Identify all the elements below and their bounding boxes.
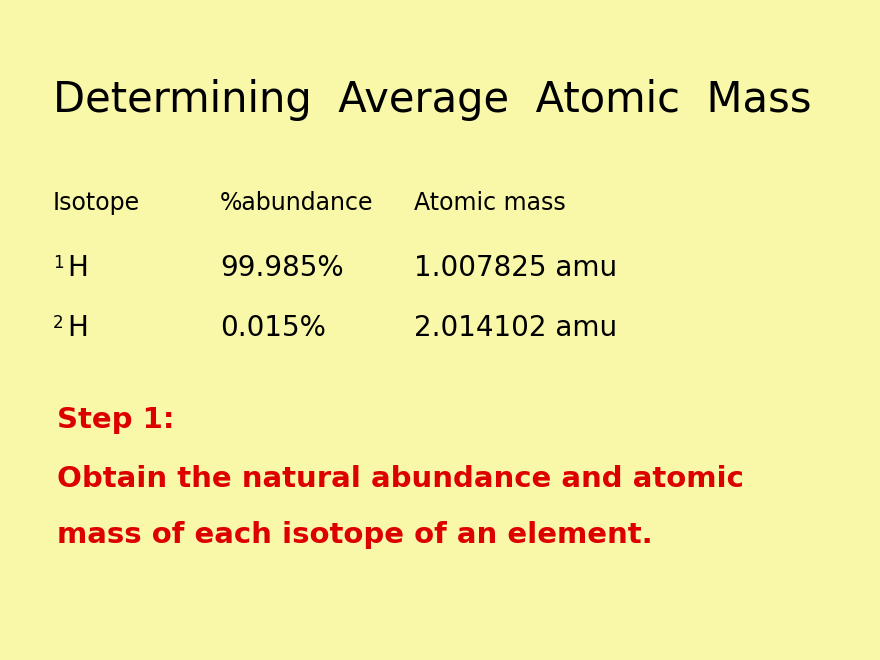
Text: 99.985%: 99.985%: [220, 254, 343, 282]
Text: 2: 2: [53, 314, 63, 331]
Text: 2.014102 amu: 2.014102 amu: [414, 314, 617, 341]
Text: H: H: [67, 254, 88, 282]
Text: Determining  Average  Atomic  Mass: Determining Average Atomic Mass: [53, 79, 811, 121]
Text: Step 1:: Step 1:: [57, 406, 175, 434]
Text: 1.007825 amu: 1.007825 amu: [414, 254, 617, 282]
Text: 1: 1: [53, 254, 63, 272]
Text: %abundance: %abundance: [220, 191, 373, 215]
Text: Isotope: Isotope: [53, 191, 140, 215]
Text: H: H: [67, 314, 88, 341]
Text: Obtain the natural abundance and atomic: Obtain the natural abundance and atomic: [57, 465, 744, 493]
Text: Atomic mass: Atomic mass: [414, 191, 565, 215]
Text: mass of each isotope of an element.: mass of each isotope of an element.: [57, 521, 653, 549]
Text: 0.015%: 0.015%: [220, 314, 326, 341]
